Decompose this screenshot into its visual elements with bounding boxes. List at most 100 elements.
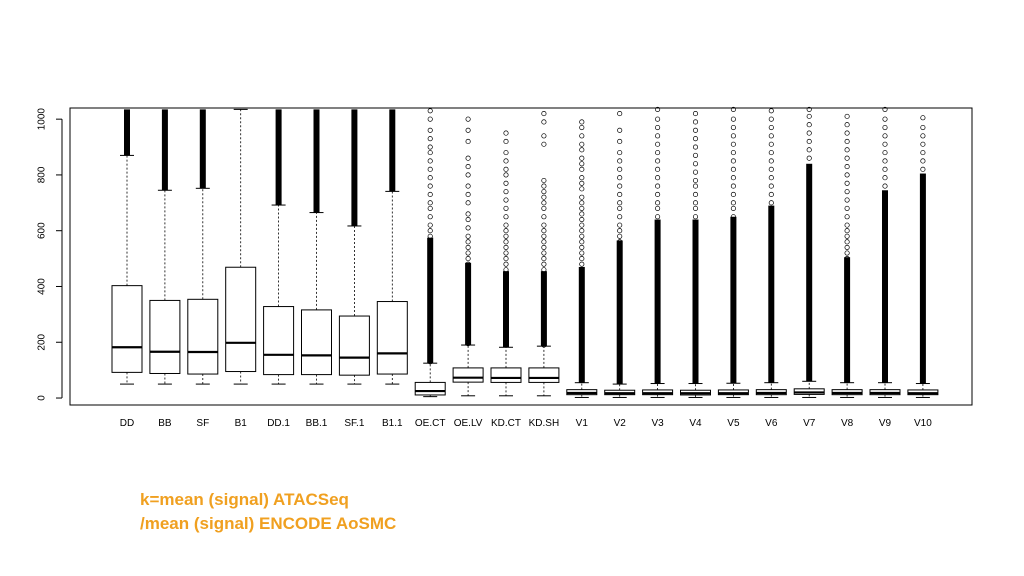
outlier-point (806, 180, 812, 186)
outlier-point (579, 124, 585, 131)
outlier-point (503, 289, 509, 295)
x-tick-label: V4 (689, 418, 702, 429)
outlier-point (579, 119, 585, 125)
outlier-point (617, 166, 623, 172)
outlier-point (730, 311, 736, 317)
outlier-point (768, 267, 774, 273)
outlier-point (503, 130, 509, 136)
outlier-point (882, 345, 888, 351)
outlier-point (503, 328, 509, 334)
outlier-point (579, 278, 585, 284)
outlier-point (692, 311, 699, 317)
outlier-point (806, 345, 812, 351)
outlier-point (541, 342, 547, 348)
outlier-point (503, 172, 509, 178)
outlier-point (655, 124, 661, 131)
outlier-point (427, 261, 433, 267)
outlier-point (806, 306, 812, 312)
outlier-point (844, 250, 850, 256)
x-tick-label: BB (158, 418, 172, 429)
outlier-point (427, 214, 433, 220)
outlier-point (768, 317, 774, 323)
outlier-point (882, 300, 888, 306)
outlier-point (844, 222, 850, 228)
outlier-point (655, 191, 661, 198)
outlier-point (730, 267, 736, 273)
outlier-point (768, 328, 774, 334)
outlier-point (617, 183, 623, 189)
outlier-point (541, 111, 547, 117)
x-tick-label: BB.1 (306, 418, 328, 429)
outlier-point (427, 295, 433, 301)
outlier-point (730, 141, 736, 147)
outlier-point (920, 311, 926, 317)
outlier-point (692, 367, 699, 373)
outlier-point (920, 300, 926, 306)
outlier-point (806, 172, 812, 178)
outlier-point (465, 200, 471, 206)
outlier-point (806, 278, 812, 284)
outlier-point (806, 106, 812, 112)
outlier-point (427, 328, 433, 334)
outlier-point (465, 216, 471, 223)
outlier-point (692, 200, 699, 206)
outlier-point (730, 345, 736, 351)
outlier-point (692, 356, 699, 362)
outlier-point (730, 133, 736, 139)
outlier-point (427, 116, 433, 122)
outlier-point (920, 250, 926, 256)
box-body (528, 367, 560, 383)
outlier-point (768, 322, 774, 329)
outlier-point (920, 339, 926, 345)
box-SF (187, 109, 219, 385)
outlier-point (541, 233, 547, 239)
outlier-point (920, 377, 926, 383)
outlier-point (692, 233, 699, 239)
outlier-point (730, 228, 736, 234)
outlier-point (465, 225, 471, 231)
box-V4 (680, 111, 711, 398)
outlier-point (427, 228, 433, 234)
x-tick-label: V2 (614, 418, 627, 429)
outlier-point (768, 244, 774, 250)
outlier-point (692, 222, 699, 228)
outlier-point (465, 322, 471, 329)
outlier-point (503, 222, 509, 228)
outlier-point (541, 183, 547, 189)
outlier-point (465, 239, 471, 245)
outlier-point (844, 214, 850, 220)
outlier-point (692, 228, 699, 234)
outlier-point (579, 377, 585, 383)
outlier-point (882, 317, 888, 323)
outlier-point (806, 147, 812, 153)
box-V8 (831, 113, 863, 398)
outlier-point (655, 272, 661, 278)
outlier-point (692, 317, 699, 323)
outlier-point (806, 203, 812, 209)
outlier-point (541, 141, 547, 147)
outlier-point (844, 328, 850, 334)
outlier-point (655, 311, 661, 317)
outlier-point (579, 211, 585, 217)
outlier-point (655, 133, 661, 139)
outlier-point (465, 250, 471, 256)
outlier-point (730, 356, 736, 362)
outlier-point (920, 278, 926, 284)
outlier-point (655, 322, 661, 329)
outlier-point (579, 166, 585, 172)
outlier-point (541, 119, 547, 125)
outlier-point (882, 256, 888, 262)
outlier-point (617, 267, 623, 273)
outlier-point (465, 191, 471, 198)
outlier-point (465, 341, 471, 347)
outlier-point (617, 362, 623, 368)
outlier-point (730, 295, 736, 301)
outlier-point (730, 106, 736, 112)
outlier-point (617, 328, 623, 334)
outlier-point (768, 141, 774, 147)
outlier-point (541, 317, 547, 323)
outlier-point (730, 222, 736, 228)
box-DD.1 (263, 109, 295, 385)
outlier-point (692, 136, 699, 142)
outlier-point (920, 124, 926, 131)
